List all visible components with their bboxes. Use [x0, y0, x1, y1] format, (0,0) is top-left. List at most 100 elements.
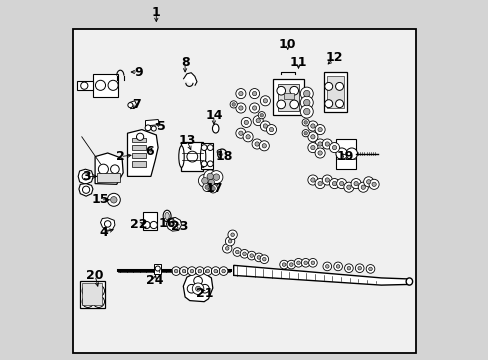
Circle shape: [262, 257, 265, 261]
Circle shape: [336, 179, 346, 189]
Circle shape: [325, 178, 329, 182]
Circle shape: [325, 265, 328, 268]
Bar: [326, 76, 343, 108]
Circle shape: [276, 86, 285, 95]
Circle shape: [282, 263, 285, 266]
Bar: [132, 145, 146, 150]
Circle shape: [193, 276, 202, 285]
Circle shape: [302, 119, 309, 126]
Circle shape: [252, 91, 256, 96]
Circle shape: [225, 247, 228, 250]
Circle shape: [303, 121, 307, 124]
Circle shape: [219, 267, 227, 275]
Circle shape: [308, 258, 317, 267]
Circle shape: [203, 183, 211, 192]
Circle shape: [314, 179, 325, 189]
Circle shape: [346, 266, 350, 270]
Circle shape: [301, 258, 309, 267]
Circle shape: [300, 87, 313, 100]
Circle shape: [322, 139, 332, 149]
Circle shape: [310, 178, 314, 182]
Circle shape: [310, 261, 314, 265]
Circle shape: [263, 124, 267, 128]
Bar: [273, 79, 303, 115]
Polygon shape: [101, 218, 115, 230]
Circle shape: [150, 221, 157, 229]
Circle shape: [151, 126, 156, 131]
Text: 8: 8: [181, 57, 189, 69]
Circle shape: [198, 174, 211, 187]
Circle shape: [314, 125, 325, 135]
Circle shape: [204, 185, 209, 189]
Circle shape: [336, 265, 339, 268]
Text: 17: 17: [205, 183, 222, 195]
Circle shape: [171, 267, 180, 275]
Circle shape: [339, 181, 343, 186]
Circle shape: [182, 269, 185, 273]
Circle shape: [213, 174, 219, 180]
Circle shape: [186, 151, 197, 162]
Bar: [80, 281, 104, 308]
Circle shape: [310, 135, 314, 139]
Circle shape: [310, 124, 314, 128]
Circle shape: [200, 284, 209, 293]
Circle shape: [110, 197, 117, 203]
Circle shape: [145, 125, 151, 131]
Circle shape: [358, 182, 367, 192]
Circle shape: [314, 139, 325, 149]
Circle shape: [235, 89, 245, 99]
Circle shape: [333, 262, 342, 271]
Text: 24: 24: [145, 274, 163, 287]
Circle shape: [324, 100, 332, 108]
Circle shape: [307, 143, 317, 153]
Circle shape: [307, 175, 317, 185]
Circle shape: [247, 251, 256, 260]
Text: 6: 6: [144, 145, 153, 158]
Circle shape: [361, 185, 365, 189]
Bar: [81, 283, 102, 305]
Circle shape: [257, 256, 260, 259]
Circle shape: [211, 186, 215, 191]
Circle shape: [366, 180, 370, 184]
Circle shape: [195, 267, 204, 275]
Circle shape: [235, 250, 239, 254]
Circle shape: [371, 182, 375, 186]
Circle shape: [98, 164, 108, 174]
Circle shape: [235, 103, 245, 113]
Circle shape: [286, 260, 295, 269]
Circle shape: [332, 145, 336, 150]
Circle shape: [260, 255, 268, 264]
Circle shape: [300, 105, 313, 118]
Circle shape: [303, 90, 309, 97]
Circle shape: [307, 132, 317, 142]
Bar: [336, 139, 355, 169]
Circle shape: [254, 142, 259, 146]
Circle shape: [241, 117, 251, 127]
Text: 14: 14: [205, 109, 222, 122]
Circle shape: [142, 221, 150, 229]
Circle shape: [201, 161, 206, 167]
Circle shape: [325, 142, 329, 146]
Circle shape: [335, 82, 343, 90]
Circle shape: [93, 285, 104, 297]
Circle shape: [317, 142, 322, 146]
Circle shape: [108, 80, 118, 90]
Text: 11: 11: [289, 57, 306, 69]
Circle shape: [82, 186, 89, 193]
Circle shape: [260, 113, 263, 117]
Text: 19: 19: [336, 150, 353, 163]
Circle shape: [104, 221, 111, 227]
Circle shape: [240, 249, 248, 258]
Circle shape: [232, 248, 241, 256]
Circle shape: [217, 150, 221, 154]
Bar: [97, 173, 120, 182]
Circle shape: [368, 179, 378, 189]
Circle shape: [252, 106, 256, 110]
Circle shape: [355, 264, 363, 273]
Circle shape: [260, 96, 270, 106]
Circle shape: [204, 176, 218, 189]
Circle shape: [322, 175, 332, 185]
Circle shape: [192, 283, 203, 294]
Text: 16: 16: [158, 217, 175, 230]
Polygon shape: [78, 169, 93, 184]
